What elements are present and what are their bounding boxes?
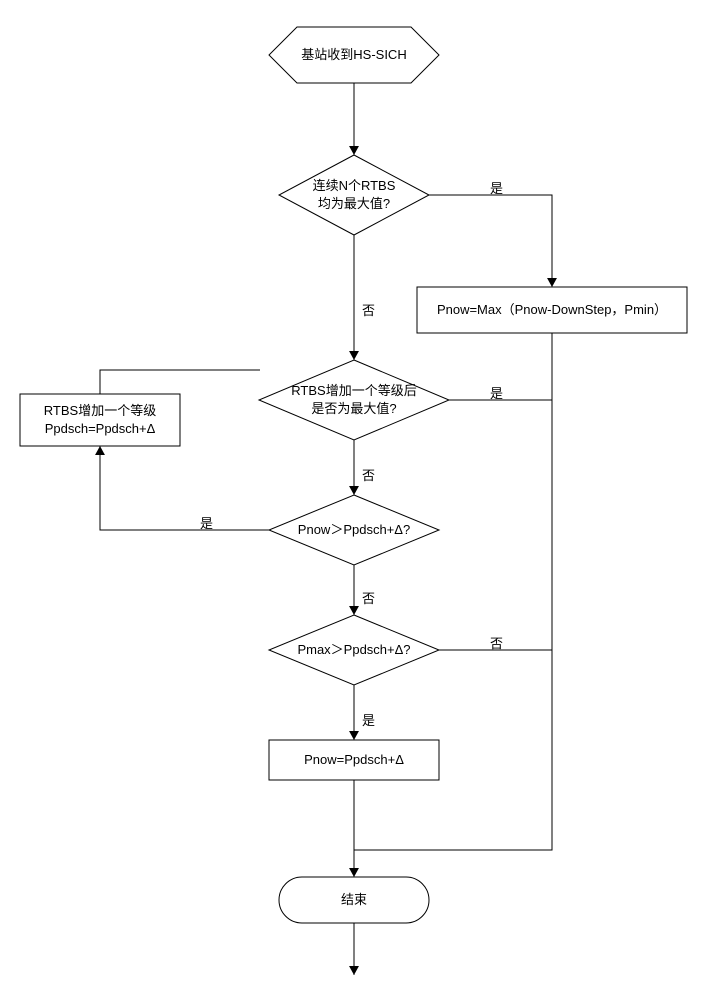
edge <box>100 370 260 394</box>
edge <box>429 195 552 287</box>
node-d3 <box>269 495 439 565</box>
node-d1 <box>279 155 429 235</box>
node-p_set <box>269 740 439 780</box>
node-end <box>279 877 429 923</box>
node-start <box>269 27 439 83</box>
node-p_down <box>417 287 687 333</box>
edge <box>100 446 269 530</box>
node-d4 <box>269 615 439 685</box>
node-d2 <box>259 360 449 440</box>
node-p_rtbs <box>20 394 180 446</box>
